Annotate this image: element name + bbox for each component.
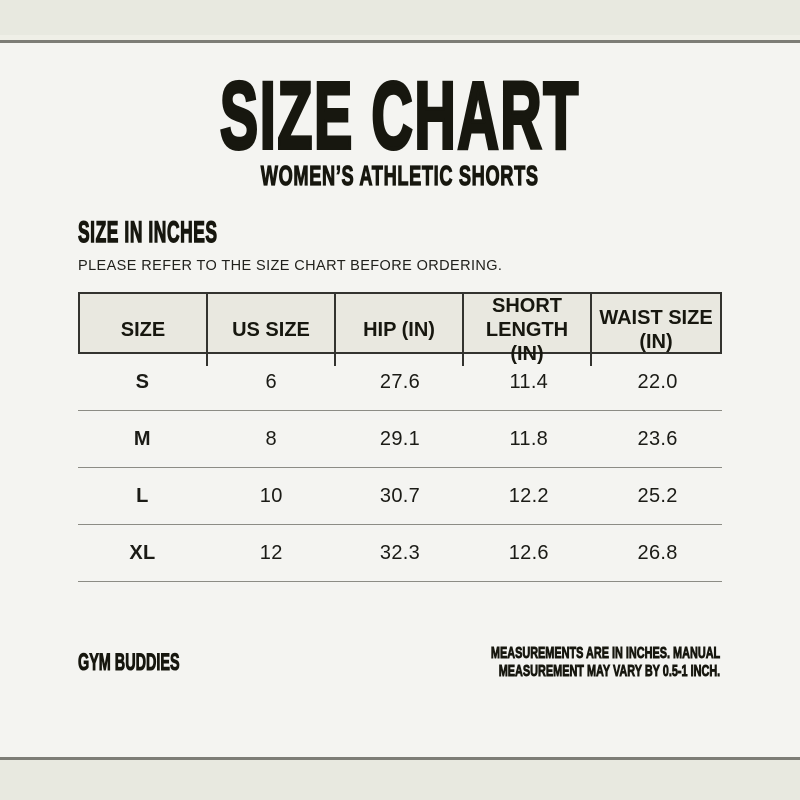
page-subtitle: WOMEN’S ATHLETIC SHORTS	[261, 160, 539, 191]
page-title: SIZE CHART	[219, 63, 580, 169]
cell-us-size: 6	[265, 370, 277, 393]
table-row-s: S 6 27.6 11.4 22.0	[78, 354, 722, 411]
cell-hip: 32.3	[379, 541, 421, 564]
cell-size: XL	[129, 541, 156, 564]
disclaimer-line-1: MEASUREMENTS ARE IN INCHES. MANUAL	[490, 645, 720, 663]
cell-waist-size: 23.6	[637, 427, 678, 450]
cell-waist-size: 25.2	[637, 484, 678, 507]
poster-body: SIZE CHART WOMEN’S ATHLETIC SHORTS SIZE …	[0, 43, 800, 757]
cell-us-size: 12	[259, 541, 283, 564]
top-margin-band	[0, 0, 800, 40]
cell-us-size: 10	[259, 484, 283, 507]
cell-short-length: 11.8	[509, 427, 549, 450]
disclaimer-line-2: MEASUREMENT MAY VARY BY 0.5-1 INCH.	[498, 663, 720, 681]
column-header-hip: HIP (IN)	[336, 294, 464, 366]
table-row-l: L 10 30.7 12.2 25.2	[78, 468, 722, 525]
cell-hip: 27.6	[379, 370, 421, 393]
title-block: SIZE CHART	[0, 43, 800, 169]
cell-waist-size: 26.8	[637, 541, 678, 564]
cell-size: M	[133, 427, 151, 450]
table-row-xl: XL 12 32.3 12.6 26.8	[78, 525, 722, 582]
column-header-waist-size: WAIST SIZE (IN)	[599, 307, 713, 353]
size-chart-table: SIZE US SIZE HIP (IN) SHORT LENGTH (IN) …	[78, 292, 722, 582]
size-section: SIZE IN INCHES PLEASE REFER TO THE SIZE …	[78, 216, 722, 274]
section-heading-row: SIZE IN INCHES	[78, 216, 722, 249]
table-header-row: SIZE US SIZE HIP (IN) SHORT LENGTH (IN) …	[78, 292, 722, 366]
table-row-m: M 8 29.1 11.8 23.6	[78, 411, 722, 468]
cell-short-length: 12.2	[508, 484, 549, 507]
brand-name: GYM BUDDIES	[78, 649, 180, 677]
column-header-size: SIZE	[80, 294, 208, 366]
column-header-short-length: SHORT LENGTH (IN)	[464, 294, 592, 366]
footer: GYM BUDDIES MEASUREMENTS ARE IN INCHES. …	[78, 645, 721, 682]
cell-size: S	[135, 370, 150, 393]
section-heading: SIZE IN INCHES	[78, 216, 218, 249]
cell-short-length: 12.6	[508, 541, 549, 564]
cell-short-length: 11.4	[509, 370, 549, 393]
cell-size: L	[136, 484, 149, 507]
cell-us-size: 8	[265, 427, 277, 450]
cell-hip: 29.1	[379, 427, 421, 450]
cell-hip: 30.7	[379, 484, 421, 507]
column-header-us-size: US SIZE	[208, 294, 336, 366]
subtitle-block: WOMEN’S ATHLETIC SHORTS	[0, 160, 800, 191]
bottom-margin-band	[0, 760, 800, 800]
cell-waist-size: 22.0	[637, 370, 678, 393]
bottom-divider-line	[0, 757, 800, 760]
section-note: PLEASE REFER TO THE SIZE CHART BEFORE OR…	[78, 258, 503, 274]
measurement-disclaimer: MEASUREMENTS ARE IN INCHES. MANUAL MEASU…	[490, 645, 720, 682]
top-divider-line	[0, 40, 800, 43]
